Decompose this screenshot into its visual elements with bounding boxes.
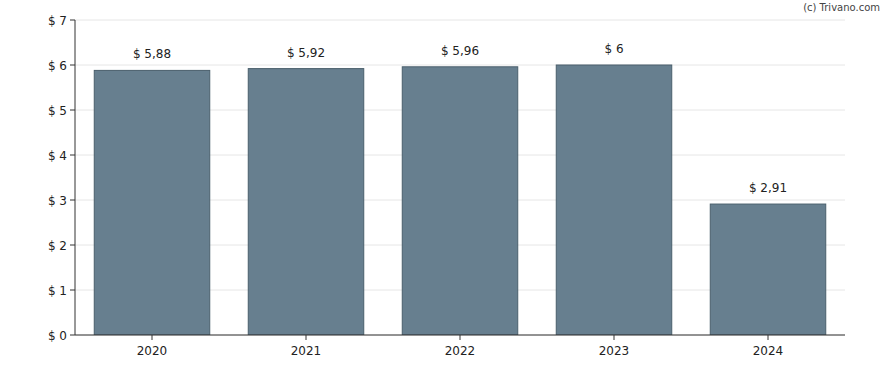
y-tick-label: $ 7 (48, 14, 67, 28)
tick-mark (70, 200, 75, 201)
chart: $ 0 $ 1 $ 2 $ 3 $ 4 $ 5 $ 6 $ 7 $ 5,88 $ 5,92 $ 5,… (0, 0, 888, 370)
x-tick-mark (768, 335, 769, 340)
tick-mark (70, 155, 75, 156)
y-tick-label: $ 0 (48, 329, 67, 343)
grid-line (75, 20, 845, 21)
x-tick-label: 2020 (137, 344, 168, 358)
bars (94, 65, 826, 335)
bar (710, 204, 826, 335)
data-label: $ 5,88 (133, 47, 171, 61)
y-tick-label: $ 2 (48, 239, 67, 253)
tick-mark (70, 65, 75, 66)
x-tick-label: 2023 (599, 344, 630, 358)
tick-mark (70, 335, 75, 336)
y-axis (75, 20, 76, 335)
bar (402, 67, 518, 335)
bar (94, 70, 210, 335)
y-tick-label: $ 6 (48, 59, 67, 73)
tick-mark (70, 290, 75, 291)
y-tick-label: $ 4 (48, 149, 67, 163)
x-tick-label: 2021 (291, 344, 322, 358)
x-tick-label: 2022 (445, 344, 476, 358)
data-label: $ 2,91 (749, 181, 787, 195)
y-tick-label: $ 1 (48, 284, 67, 298)
x-tick-label: 2024 (753, 344, 784, 358)
data-label: $ 5,92 (287, 46, 325, 60)
y-tick-label: $ 5 (48, 104, 67, 118)
credit: (c) Trivano.com (803, 2, 880, 13)
x-tick-mark (152, 335, 153, 340)
tick-mark (70, 245, 75, 246)
data-label: $ 6 (604, 42, 623, 56)
grid-line (75, 65, 845, 66)
x-tick-mark (306, 335, 307, 340)
bar (248, 69, 364, 335)
y-tick-label: $ 3 (48, 194, 67, 208)
tick-mark (70, 110, 75, 111)
data-label: $ 5,96 (441, 44, 479, 58)
tick-mark (70, 20, 75, 21)
x-tick-mark (614, 335, 615, 340)
bar (556, 65, 672, 335)
x-tick-mark (460, 335, 461, 340)
